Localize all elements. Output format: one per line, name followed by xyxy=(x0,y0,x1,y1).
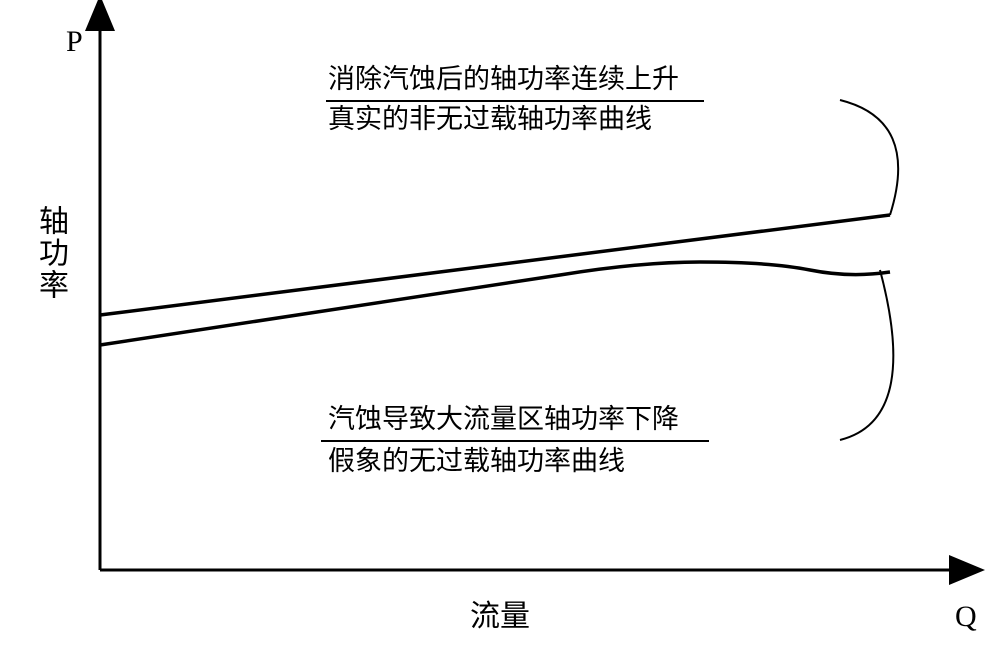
x-axis-title: 流量 xyxy=(470,600,530,633)
annotation-upper-line1: 消除汽蚀后的轴功率连续上升 xyxy=(328,65,679,93)
leader-lower xyxy=(840,270,893,440)
annotation-lower-line2: 假象的无过载轴功率曲线 xyxy=(328,447,625,475)
chart-container: P Q 轴功率 流量 消除汽蚀后的轴功率连续上升 真实的非无过载轴功率曲线 汽蚀… xyxy=(0,0,1000,656)
annotation-lower-line1: 汽蚀导致大流量区轴功率下降 xyxy=(328,405,679,433)
leader-upper xyxy=(840,100,898,215)
y-axis-symbol: P xyxy=(66,25,83,58)
annotation-lower-divider xyxy=(321,440,709,442)
curve-lower xyxy=(100,262,890,345)
x-axis-symbol: Q xyxy=(955,600,977,633)
annotation-upper-line2: 真实的非无过载轴功率曲线 xyxy=(328,105,652,133)
chart-svg xyxy=(0,0,1000,656)
y-axis-title: 轴功率 xyxy=(34,205,67,301)
annotation-upper-divider xyxy=(326,100,704,102)
